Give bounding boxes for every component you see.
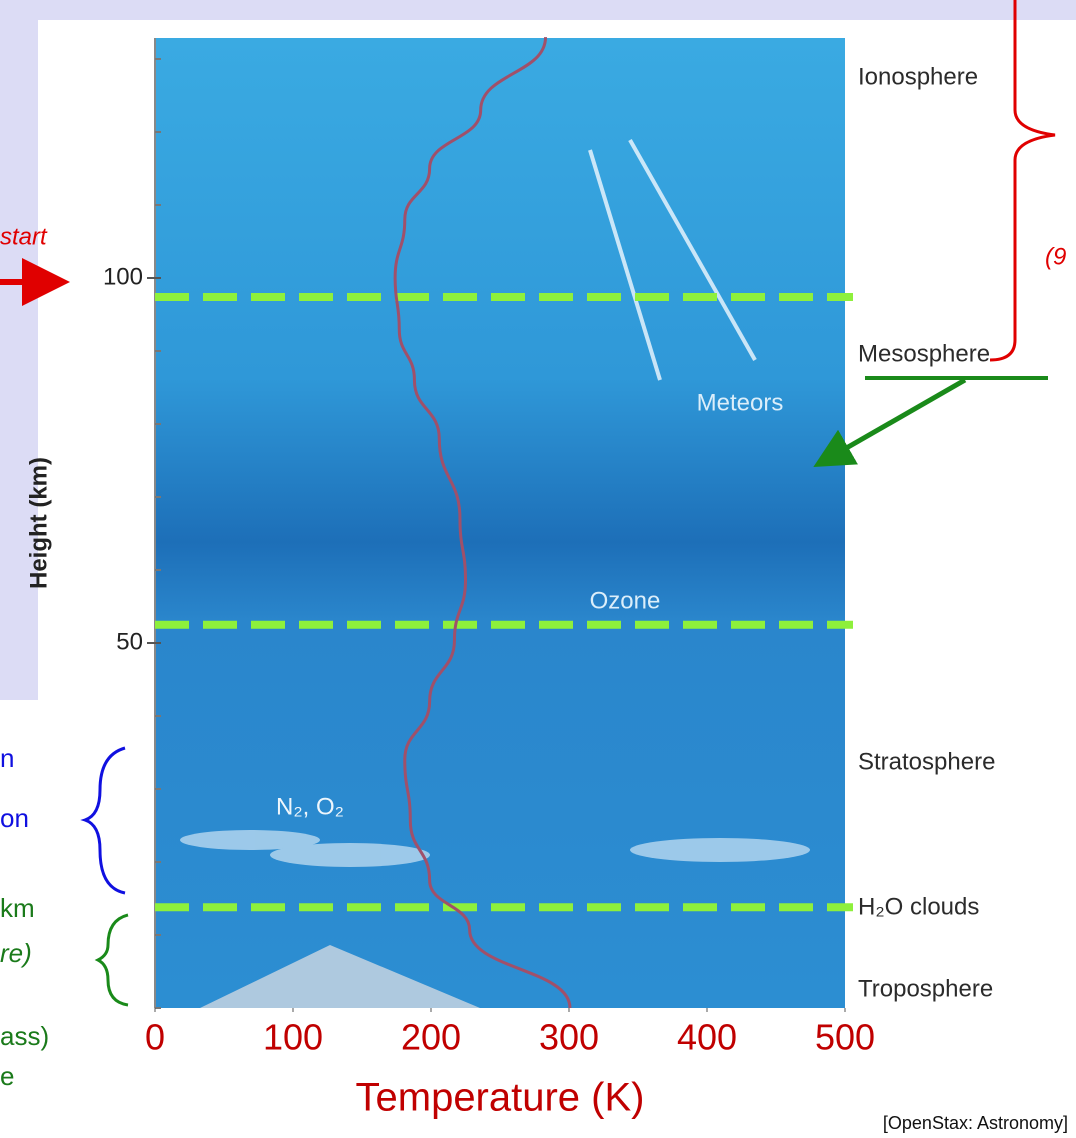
x-axis-label: Temperature (K) bbox=[356, 1076, 645, 1120]
x-tick-label: 300 bbox=[539, 1017, 599, 1058]
annotation: Stratosphere bbox=[858, 748, 995, 775]
annotation: N₂, O₂ bbox=[276, 793, 344, 820]
x-tick-label: 200 bbox=[401, 1017, 461, 1058]
slide-band bbox=[0, 0, 1076, 20]
annotation: Troposphere bbox=[858, 975, 993, 1002]
slide-band bbox=[0, 0, 38, 700]
y-tick-label: 100 bbox=[103, 263, 143, 290]
y-tick-label: 50 bbox=[116, 628, 143, 655]
brace bbox=[990, 0, 1055, 360]
x-tick-label: 400 bbox=[677, 1017, 737, 1058]
slide-note: (9 bbox=[1045, 243, 1066, 270]
slide: 50 100 0 100 200 300 400 500 Height (km) Temper… bbox=[0, 0, 1076, 1138]
slide-note: start bbox=[0, 223, 48, 250]
slide-note: km bbox=[0, 893, 35, 923]
x-tick-label: 500 bbox=[815, 1017, 875, 1058]
y-axis-label: Height (km) bbox=[25, 457, 52, 589]
brace bbox=[98, 915, 128, 1005]
sky bbox=[155, 38, 845, 1008]
slide-note: e bbox=[0, 1061, 14, 1091]
slide-note: re) bbox=[0, 938, 32, 968]
slide-note: n bbox=[0, 743, 14, 773]
x-tick-label: 0 bbox=[145, 1017, 165, 1058]
slide-note: on bbox=[0, 803, 29, 833]
annotation: Ionosphere bbox=[858, 63, 978, 90]
annotation: H₂O clouds bbox=[858, 893, 979, 920]
source: [OpenStax: Astronomy] bbox=[883, 1113, 1068, 1133]
x-tick-label: 100 bbox=[263, 1017, 323, 1058]
annotation: Mesosphere bbox=[858, 340, 990, 367]
annotation: Ozone bbox=[590, 587, 661, 614]
slide-note: ass) bbox=[0, 1021, 49, 1051]
brace bbox=[85, 748, 125, 893]
annotation: Meteors bbox=[697, 389, 784, 416]
